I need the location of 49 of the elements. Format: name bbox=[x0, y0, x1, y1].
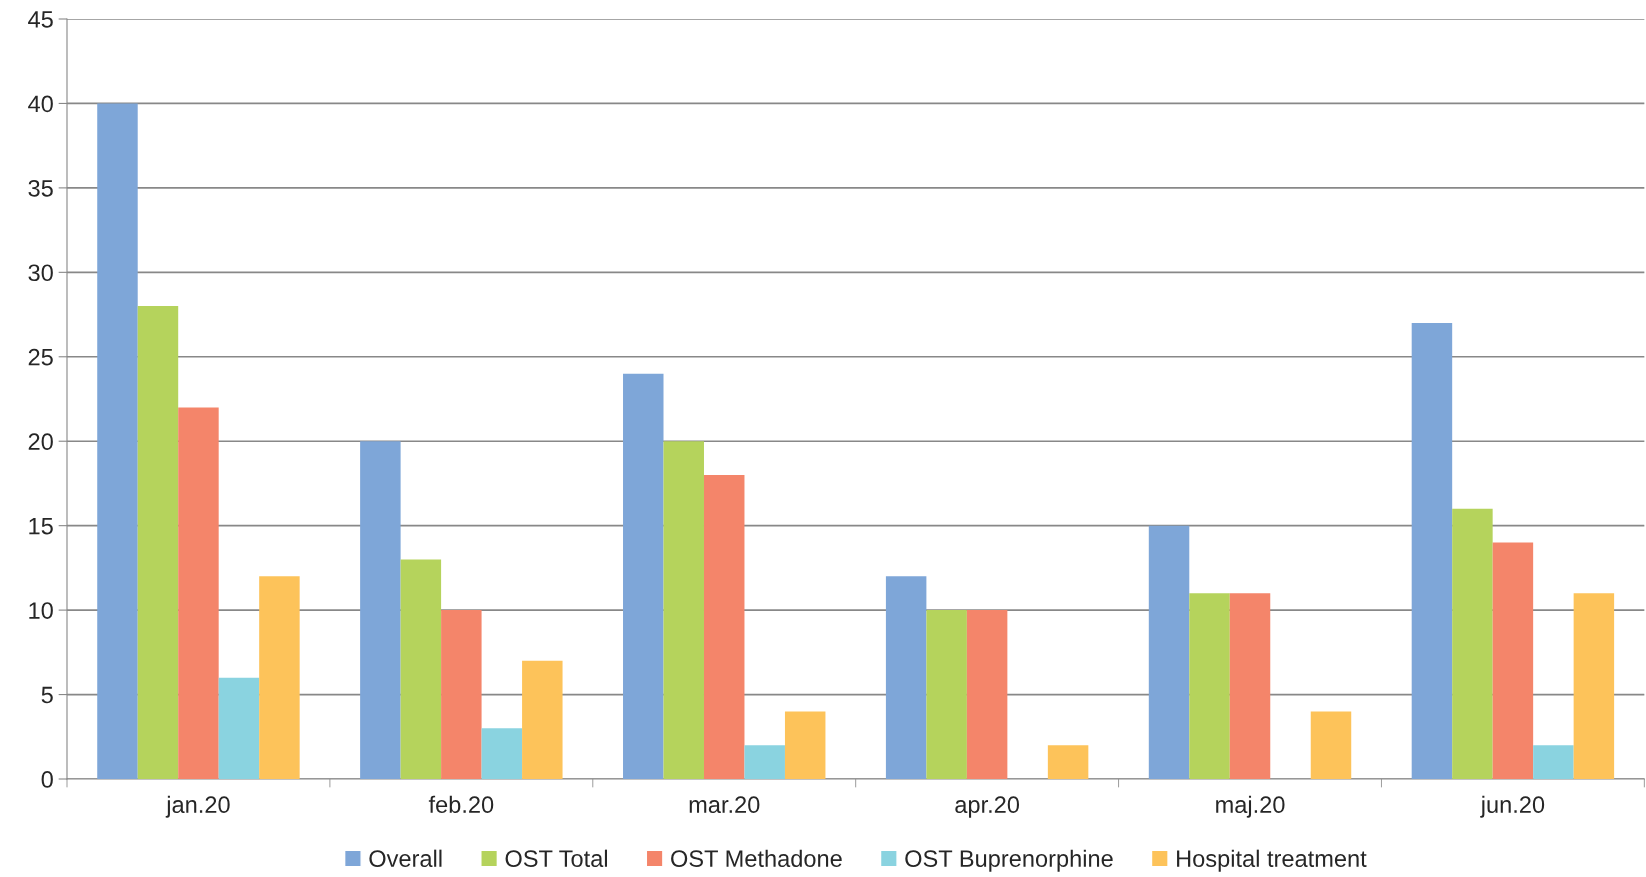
legend-label: Overall bbox=[369, 849, 442, 867]
y-tick-label: 0 bbox=[41, 771, 53, 788]
bar bbox=[178, 407, 219, 779]
bar bbox=[1452, 508, 1493, 779]
bar bbox=[623, 373, 664, 779]
bar bbox=[1573, 593, 1615, 779]
bar bbox=[926, 610, 967, 779]
y-tick-label: 10 bbox=[29, 602, 53, 619]
y-tick-label: 15 bbox=[29, 517, 53, 535]
bar bbox=[1533, 745, 1574, 779]
bar bbox=[663, 441, 704, 779]
bar bbox=[137, 306, 179, 779]
bar bbox=[1310, 711, 1352, 779]
bar bbox=[966, 610, 1008, 779]
y-tick-label: 45 bbox=[28, 11, 53, 28]
bar bbox=[1148, 525, 1190, 779]
bar bbox=[97, 103, 138, 779]
bar bbox=[218, 677, 260, 779]
bar bbox=[1229, 593, 1271, 779]
y-tick-label: 35 bbox=[28, 179, 53, 197]
bar bbox=[784, 711, 826, 779]
bar bbox=[400, 559, 442, 779]
bar bbox=[481, 728, 523, 779]
x-tick-label: jan.20 bbox=[165, 795, 230, 818]
y-tick-label: 30 bbox=[28, 264, 53, 282]
bar bbox=[360, 441, 401, 779]
bar bbox=[744, 745, 785, 779]
x-tick-label: jun.20 bbox=[1480, 795, 1545, 818]
bar bbox=[522, 660, 563, 779]
y-tick-label: 40 bbox=[28, 95, 53, 113]
bar bbox=[885, 576, 927, 779]
legend-label: OST Methadone bbox=[671, 849, 842, 867]
bar bbox=[1411, 323, 1453, 779]
legend-label: Hospital treatment bbox=[1177, 849, 1367, 872]
y-tick-label: 25 bbox=[28, 348, 53, 366]
y-tick-label: 5 bbox=[41, 686, 53, 704]
bar bbox=[1492, 542, 1534, 779]
bar bbox=[441, 610, 482, 779]
legend-label: OST Total bbox=[505, 849, 607, 867]
y-tick-label: 20 bbox=[28, 433, 53, 451]
bar bbox=[1047, 745, 1089, 779]
x-tick-label: apr.20 bbox=[955, 796, 1020, 818]
bar bbox=[1189, 593, 1230, 779]
x-tick-label: mar.20 bbox=[689, 796, 760, 814]
x-tick-label: feb.20 bbox=[428, 795, 494, 814]
bar bbox=[703, 475, 745, 779]
legend-label: OST Buprenorphine bbox=[905, 849, 1113, 872]
x-tick-label: maj.20 bbox=[1216, 795, 1285, 818]
bar bbox=[259, 576, 300, 779]
